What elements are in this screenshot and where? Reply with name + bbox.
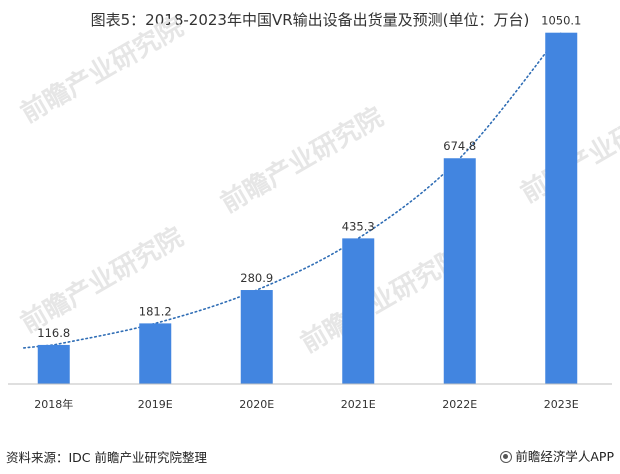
data-label-2021E: 435.3 xyxy=(342,219,375,233)
data-label-2020E: 280.9 xyxy=(240,271,273,285)
data-label-2023E: 1050.1 xyxy=(541,14,581,28)
bar-2019E xyxy=(139,323,172,384)
bar-2020E xyxy=(240,290,273,384)
data-label-2019E: 181.2 xyxy=(139,304,172,318)
x-tick-label-2021E: 2021E xyxy=(341,398,376,411)
x-tick-label-2018年: 2018年 xyxy=(34,397,73,411)
brand-credit: 前瞻经济学人APP xyxy=(500,446,614,465)
brand-text: 前瞻经济学人APP xyxy=(515,449,614,464)
bar-2018年 xyxy=(37,344,70,384)
source-note: 资料来源：IDC 前瞻产业研究院整理 xyxy=(6,450,208,465)
x-tick-label-2019E: 2019E xyxy=(138,398,173,411)
x-tick-label-2023E: 2023E xyxy=(544,398,579,411)
data-label-2018年: 116.8 xyxy=(37,326,70,340)
bar-2021E xyxy=(342,238,375,384)
brand-logo-icon xyxy=(500,451,513,463)
trend-line xyxy=(22,31,563,349)
data-label-2022E: 674.8 xyxy=(443,139,476,153)
x-tick-label-2022E: 2022E xyxy=(442,398,477,411)
bar-2023E xyxy=(545,32,578,384)
x-tick-label-2020E: 2020E xyxy=(239,398,274,411)
bar-2022E xyxy=(443,158,476,384)
chart-title: 图表5：2018-2023年中国VR输出设备出货量及预测(单位：万台) xyxy=(90,11,530,29)
